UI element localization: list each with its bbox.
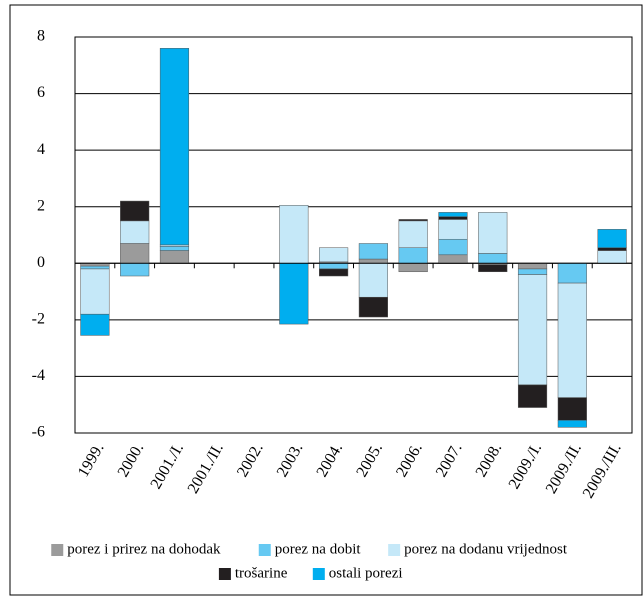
bar-segment xyxy=(279,205,309,264)
bar-segment xyxy=(438,216,468,220)
x-tick-label: 2009./II. xyxy=(543,440,585,496)
y-tick-label: 2 xyxy=(37,197,45,214)
bar-segment xyxy=(358,243,388,260)
x-tick-label: 2001./I. xyxy=(147,440,187,492)
legend-swatch xyxy=(51,544,64,556)
bar-segment xyxy=(438,219,468,240)
legend-swatch xyxy=(312,568,325,580)
legend-swatch xyxy=(258,544,271,556)
bar-segment xyxy=(398,247,428,264)
legend-swatch xyxy=(218,568,231,580)
bar-segment xyxy=(358,258,388,264)
x-tick-label: 2001./II. xyxy=(185,440,227,496)
bar-segment xyxy=(438,238,468,256)
bar-segment xyxy=(597,229,627,248)
x-tick-label: 2000. xyxy=(115,440,148,480)
bar-segment xyxy=(80,313,110,336)
legend-label: ostali porezi xyxy=(329,565,403,581)
bar-segment xyxy=(358,296,388,318)
bar-segment xyxy=(398,220,428,248)
bar-segment xyxy=(80,265,110,270)
bar-segment xyxy=(517,274,548,386)
y-tick-label: -6 xyxy=(32,424,45,441)
bar-segment xyxy=(517,384,548,408)
x-tick-label: 2004. xyxy=(314,440,347,480)
bar-segment xyxy=(438,212,468,217)
x-tick-label: 2009./III. xyxy=(580,440,625,501)
bar-segment xyxy=(438,254,468,264)
bar-segment xyxy=(80,268,110,315)
legend-label: porez na dobit xyxy=(275,541,362,557)
x-tick-label: 2005. xyxy=(353,440,386,480)
bar-segment xyxy=(358,263,388,298)
bar-segment xyxy=(557,282,587,398)
legend-label: trošarine xyxy=(235,565,288,581)
bar-segment xyxy=(120,200,150,222)
bar-segment xyxy=(159,48,190,246)
bar-segment xyxy=(557,397,587,421)
bar-segment xyxy=(159,250,190,264)
x-tick-label: 2003. xyxy=(274,440,307,480)
legend-swatch xyxy=(388,544,401,556)
legend-label: porez na dodanu vrijednost xyxy=(404,541,568,557)
frame xyxy=(9,4,643,596)
bar-segment xyxy=(120,263,150,277)
x-tick-label: 2008. xyxy=(473,440,506,480)
x-tick-label: 2007. xyxy=(433,440,466,480)
x-tick-label: 2009./I. xyxy=(506,440,546,492)
bar-segment xyxy=(398,219,428,222)
bar-segment xyxy=(597,250,627,264)
bar-segment xyxy=(120,220,150,244)
bar-segment xyxy=(120,243,150,264)
y-tick-label: -2 xyxy=(32,311,45,328)
bar-segment xyxy=(279,263,309,325)
bar-segment xyxy=(557,263,587,284)
y-tick-label: 8 xyxy=(37,28,45,45)
bar-segment xyxy=(517,268,548,275)
bar-segment xyxy=(517,263,548,270)
x-tick-label: 2006. xyxy=(393,440,426,480)
y-tick-label: 0 xyxy=(37,254,45,271)
plot-area xyxy=(74,36,633,434)
x-tick-label: 1999. xyxy=(75,440,108,480)
bar-segment xyxy=(478,212,508,254)
bar-segment xyxy=(478,264,508,273)
y-tick-label: 4 xyxy=(37,141,45,158)
bar-segment xyxy=(319,263,349,270)
y-tick-label: -4 xyxy=(32,367,45,384)
bar-segment xyxy=(478,253,508,264)
bar-segment xyxy=(398,263,428,273)
bar-segment xyxy=(319,247,349,263)
bar-segment xyxy=(597,247,627,251)
y-tick-label: 6 xyxy=(37,84,45,101)
bar-segment xyxy=(159,246,190,251)
bar-segment xyxy=(319,268,349,277)
bar-segment xyxy=(557,420,587,428)
x-tick-label: 2002. xyxy=(234,440,267,480)
legend-label: porez i prirez na dohodak xyxy=(67,541,221,557)
